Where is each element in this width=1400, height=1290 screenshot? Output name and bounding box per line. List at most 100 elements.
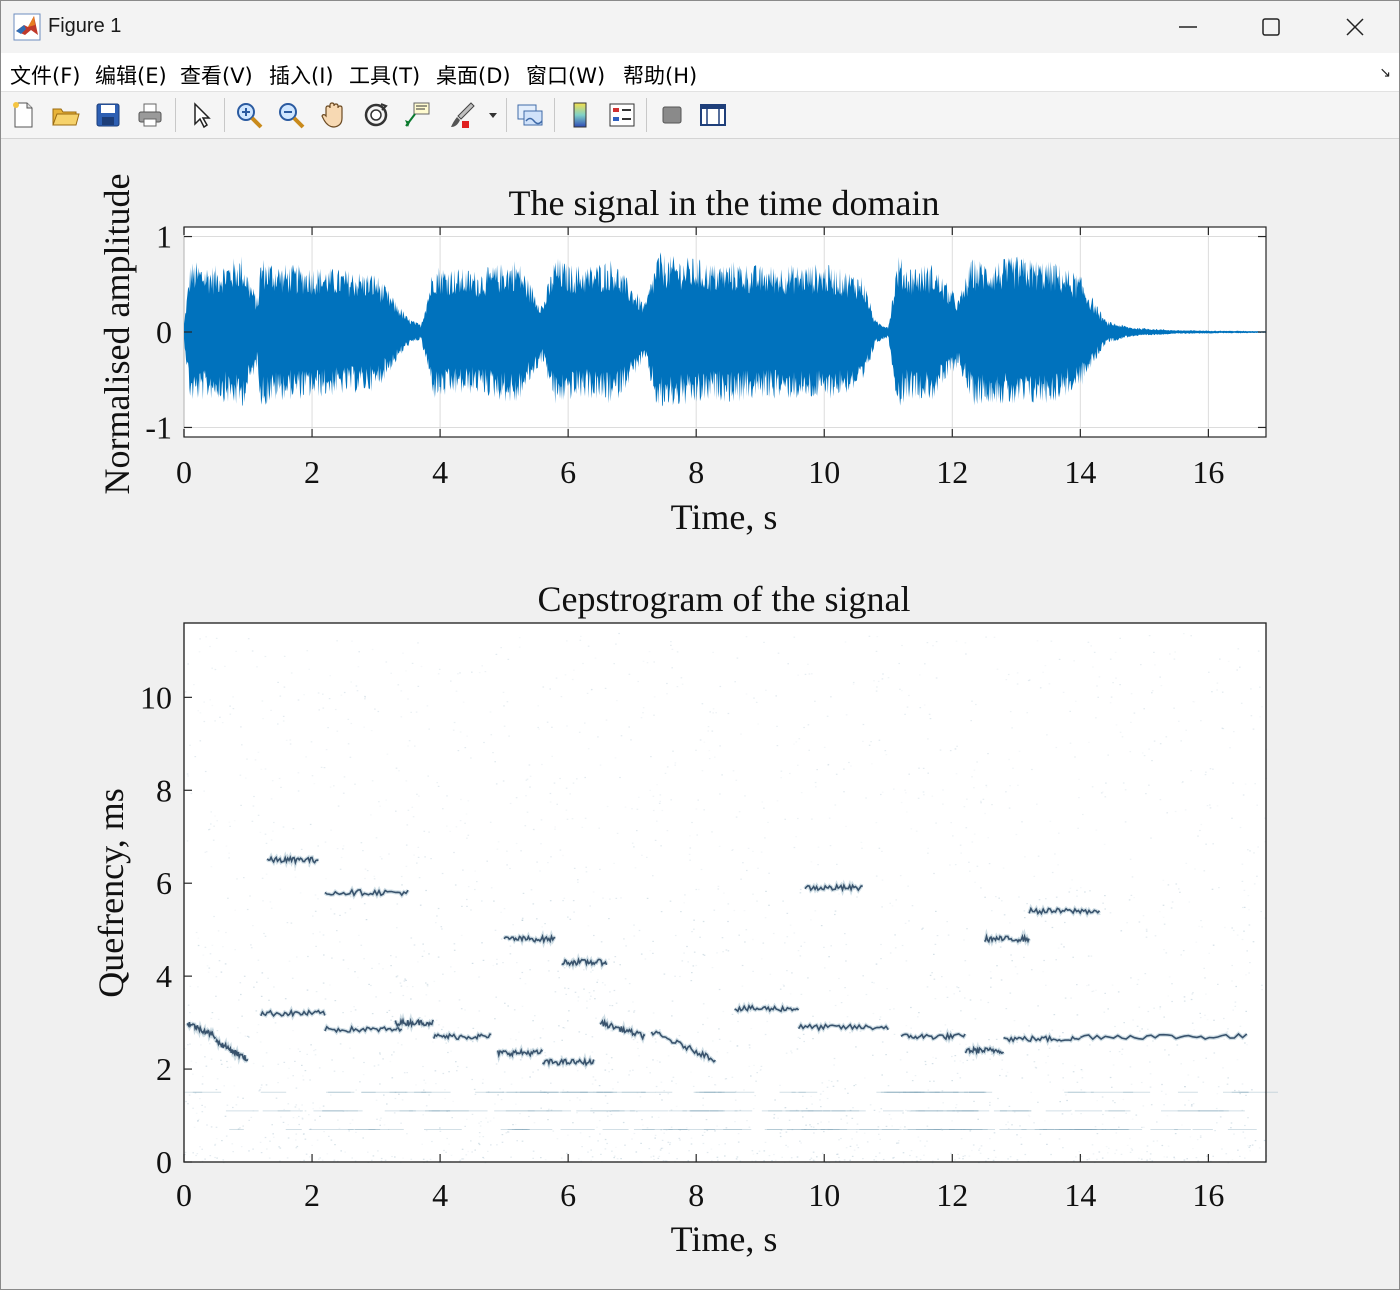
cepstrum-speck	[935, 910, 937, 912]
cepstrum-speck	[448, 1143, 450, 1145]
minimize-button[interactable]	[1146, 1, 1230, 53]
close-button[interactable]	[1313, 1, 1397, 53]
show-plot-tools-button[interactable]	[697, 99, 729, 131]
cepstrum-speck	[653, 696, 656, 698]
cepstrum-speck	[659, 1029, 661, 1031]
cepstrum-speck	[1074, 1064, 1076, 1067]
cepstrum-speck	[705, 1049, 708, 1052]
cepstrum-speck	[813, 1160, 816, 1162]
cepstrum-speck	[351, 1119, 354, 1121]
menu-edit[interactable]: 编辑(E)	[95, 64, 167, 88]
new-figure-button[interactable]	[7, 99, 39, 131]
cepstrum-speck	[1205, 771, 1207, 773]
figure-canvas[interactable]: The signal in the time domain 0 2 4 6 8 10 12 1…	[1, 139, 1399, 1289]
cepstrum-speck	[799, 892, 802, 894]
cepstrum-speck	[306, 650, 309, 652]
cepstrum-speck	[546, 721, 549, 723]
cepstrum-speck	[1264, 817, 1267, 819]
cepstrum-speck	[323, 767, 326, 769]
cepstrum-speck	[412, 816, 415, 818]
cepstrum-speck	[540, 819, 543, 821]
menu-desktop[interactable]: 桌面(D)	[436, 64, 511, 88]
cepstrum-speck	[1193, 701, 1196, 703]
cepstrum-speck	[563, 897, 566, 899]
cepstrum-speck	[336, 640, 338, 642]
zoom-out-button[interactable]	[275, 99, 307, 131]
cepstrum-speck	[1165, 736, 1168, 738]
cepstrum-speck	[1009, 992, 1012, 994]
cepstrum-speck	[947, 934, 950, 936]
cepstrum-speck	[919, 1140, 922, 1142]
cepstrum-speck	[456, 1070, 458, 1072]
cepstrum-speck	[957, 1153, 959, 1155]
cepstrum-speck	[501, 1134, 504, 1136]
save-button[interactable]	[92, 99, 124, 131]
menu-window[interactable]: 窗口(W)	[526, 64, 606, 88]
cepstrum-speck	[1146, 1045, 1149, 1047]
cepstrum-speck	[904, 922, 907, 924]
hide-plot-tools-button[interactable]	[656, 99, 688, 131]
cepstrum-speck	[748, 1047, 751, 1049]
menu-insert[interactable]: 插入(I)	[269, 64, 334, 88]
print-button[interactable]	[134, 99, 166, 131]
cepstrum-speck	[668, 1152, 670, 1154]
cepstrum-speck	[1007, 1128, 1010, 1130]
cepstrum-speck	[995, 1038, 998, 1040]
dock-figure-icon[interactable]: ↘	[1379, 65, 1391, 81]
cepstrum-speck	[400, 985, 403, 987]
cepstrum-speck	[919, 707, 922, 709]
cepstrum-speck	[746, 869, 748, 872]
brush-button[interactable]	[446, 99, 478, 131]
cepstrum-speck	[1066, 1099, 1068, 1102]
insert-colorbar-button[interactable]	[564, 99, 596, 131]
cepstrum-speck	[586, 692, 589, 694]
cepstrum-speck	[821, 1152, 824, 1154]
cepstrum-speck	[569, 1099, 571, 1102]
cepstrum-speck	[924, 663, 926, 665]
menu-view[interactable]: 查看(V)	[180, 64, 253, 88]
data-cursor-button[interactable]	[401, 99, 433, 131]
cepstrum-speck	[248, 1119, 250, 1121]
edit-plot-button[interactable]	[185, 99, 217, 131]
menu-help[interactable]: 帮助(H)	[623, 64, 698, 88]
cepstrogram-axes[interactable]: Cepstrogram of the signal 0 2 4 6 8 10 12 14 160…	[91, 579, 1278, 1259]
cepstrum-speck	[924, 1145, 926, 1147]
cepstrum-speck	[461, 1158, 463, 1160]
cepstrum-speck	[786, 970, 788, 972]
menu-file[interactable]: 文件(F)	[10, 64, 81, 88]
cepstrum-speck	[1026, 1054, 1029, 1056]
maximize-button[interactable]	[1229, 1, 1313, 53]
cepstrum-speck	[574, 991, 577, 993]
cepstrum-speck	[910, 828, 913, 830]
cepstrum-speck	[1161, 1144, 1164, 1147]
brush-icon	[451, 102, 475, 128]
zoom-in-button[interactable]	[233, 99, 265, 131]
cepstrum-speck	[1119, 684, 1121, 686]
link-plot-button[interactable]	[514, 99, 546, 131]
cepstrum-speck	[1023, 956, 1025, 958]
cepstrum-speck	[702, 920, 705, 923]
cepstrum-speck	[356, 690, 359, 692]
cepstrum-speck	[732, 770, 735, 772]
insert-legend-button[interactable]	[606, 99, 638, 131]
signal-axes[interactable]: The signal in the time domain 0 2 4 6 8 10 12 1…	[97, 174, 1267, 537]
cepstrum-speck	[1199, 1012, 1201, 1014]
cepstrum-speck	[988, 1039, 990, 1041]
cepstrum-speck	[187, 775, 189, 777]
cepstrum-speck	[1197, 1160, 1200, 1162]
cepstrum-speck	[300, 848, 303, 850]
rotate-3d-button[interactable]	[360, 99, 392, 131]
brush-dropdown-button[interactable]	[483, 99, 503, 131]
menu-tools[interactable]: 工具(T)	[349, 64, 421, 88]
cepstrum-speck	[280, 786, 282, 788]
cepstrum-speck	[492, 752, 494, 754]
window-title: Figure 1	[48, 15, 122, 37]
cepstrum-speck	[1117, 991, 1120, 993]
pan-button[interactable]	[317, 99, 349, 131]
cepstrum-speck	[1074, 756, 1076, 758]
title-bar[interactable]: Figure 1	[1, 1, 1399, 53]
cepstrum-speck	[589, 998, 591, 1000]
cepstrum-speck	[1163, 1104, 1165, 1106]
open-file-button[interactable]	[49, 99, 81, 131]
cepstrum-speck	[1140, 664, 1142, 666]
